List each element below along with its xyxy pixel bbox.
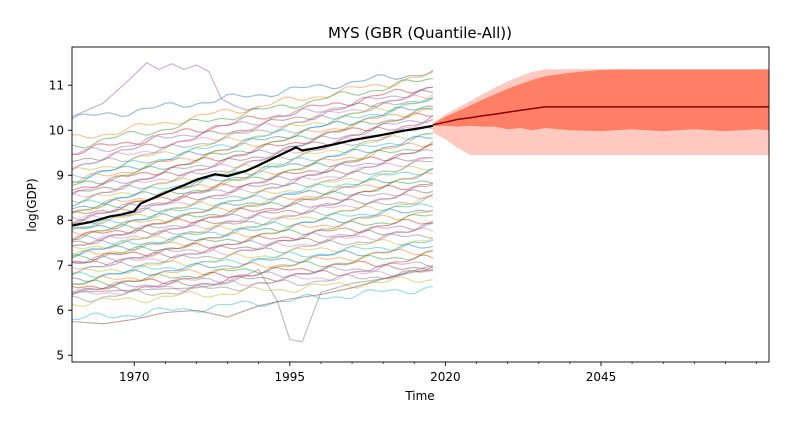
background-series-line <box>72 107 433 184</box>
y-tick-label: 9 <box>56 168 64 182</box>
chart-title: MYS (GBR (Quantile-All)) <box>328 24 512 42</box>
background-series-line <box>72 183 433 242</box>
background-series-line <box>72 86 433 156</box>
y-tick-label: 10 <box>49 123 64 137</box>
x-tick-label: 2045 <box>586 370 617 384</box>
background-series-line <box>72 269 433 303</box>
background-series-line <box>72 285 433 320</box>
axes-frame <box>71 46 770 363</box>
plot-area: 5 6 7 8 9 10 11 1970 1995 2020 2045 <box>49 46 770 384</box>
background-series-line <box>72 70 434 120</box>
background-series-line <box>72 249 434 286</box>
background-series-line <box>72 263 434 296</box>
x-axis-label: Time <box>404 389 434 403</box>
background-series-line <box>72 233 433 275</box>
background-series-line <box>72 172 434 235</box>
y-tick-label: 5 <box>56 348 64 362</box>
main-series-line <box>72 124 434 227</box>
background-series-line <box>72 269 433 325</box>
background-series-line <box>72 180 434 241</box>
background-series-line <box>72 237 434 277</box>
x-tick-label: 1995 <box>275 370 306 384</box>
x-tick-label: 2020 <box>430 370 461 384</box>
background-series-line <box>72 94 434 171</box>
y-tick-label: 11 <box>49 78 64 92</box>
series-group <box>72 62 769 343</box>
background-series-line <box>72 94 433 170</box>
background-series-line <box>72 142 434 215</box>
x-tick-label: 1970 <box>119 370 150 384</box>
background-series-line <box>72 195 433 250</box>
background-series-line <box>72 222 433 267</box>
background-series-line <box>72 261 434 295</box>
y-tick-label: 6 <box>56 303 64 317</box>
background-series-line <box>72 86 433 156</box>
background-series-line <box>72 141 434 214</box>
y-tick-label: 8 <box>56 213 64 227</box>
background-series-line <box>72 105 433 183</box>
background-series-line <box>72 194 434 246</box>
background-series-line <box>72 221 434 264</box>
background-series-line <box>72 115 434 194</box>
forecast-median-line <box>432 106 769 126</box>
background-series-line <box>72 218 434 264</box>
background-series-line <box>72 208 433 259</box>
forecast-inner-band <box>432 69 769 132</box>
y-tick-label: 7 <box>56 258 64 272</box>
background-series-line <box>72 127 433 204</box>
background-series-line <box>72 132 433 207</box>
background-series-line <box>72 227 434 270</box>
background-series-line <box>72 193 434 247</box>
background-series-line <box>72 62 259 118</box>
y-axis-label: log(GDP) <box>25 178 39 231</box>
background-series-line <box>72 264 434 343</box>
background-series-line <box>72 276 433 307</box>
background-series-line <box>72 149 434 221</box>
background-series-line <box>72 156 433 225</box>
background-series-line <box>72 160 433 225</box>
background-series-line <box>72 213 434 261</box>
